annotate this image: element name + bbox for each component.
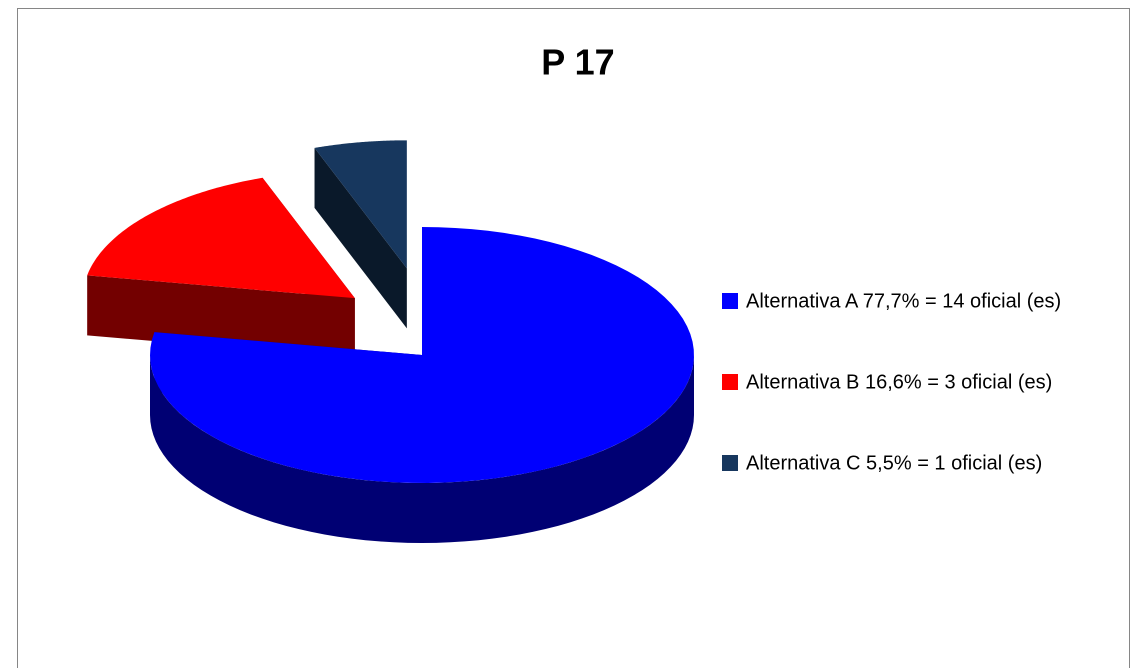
slice-side (150, 355, 694, 543)
slice-wall (314, 147, 407, 329)
slice (150, 227, 694, 483)
legend-swatch (722, 374, 738, 390)
legend-label: Alternativa A 77,7% = 14 oficial (es) (746, 290, 1061, 312)
legend-swatch (722, 293, 738, 309)
legend-swatch (722, 455, 738, 471)
legend-label: Alternativa C 5,5% = 1 oficial (es) (746, 452, 1042, 474)
slice (87, 177, 355, 299)
legend-label: Alternativa B 16,6% = 3 oficial (es) (746, 371, 1052, 393)
chart-title: P 17 (541, 42, 614, 83)
slice (314, 140, 407, 269)
